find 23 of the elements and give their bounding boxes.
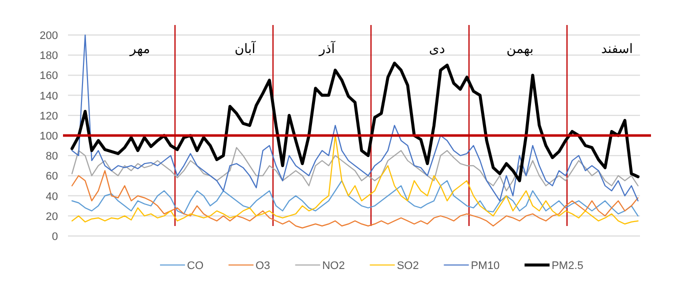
- y-tick-label: 80: [46, 150, 58, 163]
- legend-label: O3: [256, 260, 270, 272]
- y-tick-label: 100: [40, 130, 58, 142]
- annotation: دی: [429, 42, 446, 57]
- legend-label: NO2: [322, 260, 345, 272]
- y-tick-label: 200: [40, 30, 58, 42]
- annotation: بهمن: [506, 42, 534, 57]
- y-tick-label: 180: [40, 50, 58, 62]
- legend-label: PM2.5: [552, 260, 584, 272]
- legend-label: CO: [187, 260, 204, 272]
- legend-label: PM10: [470, 260, 500, 272]
- y-tick-label: 60: [46, 170, 58, 183]
- annotation: آذر: [318, 40, 336, 57]
- y-tick-label: 160: [40, 70, 58, 82]
- legend-label: SO2: [396, 260, 419, 272]
- y-tick-label: 140: [40, 90, 58, 102]
- y-tick-label: 120: [40, 110, 58, 122]
- annotation: اسفند: [601, 42, 633, 57]
- annotation: مهر: [128, 42, 150, 57]
- y-tick-label: 20: [46, 210, 58, 223]
- y-tick-label: 0: [52, 231, 58, 243]
- y-tick-label: 40: [46, 190, 58, 203]
- annotation: آبان: [234, 40, 257, 57]
